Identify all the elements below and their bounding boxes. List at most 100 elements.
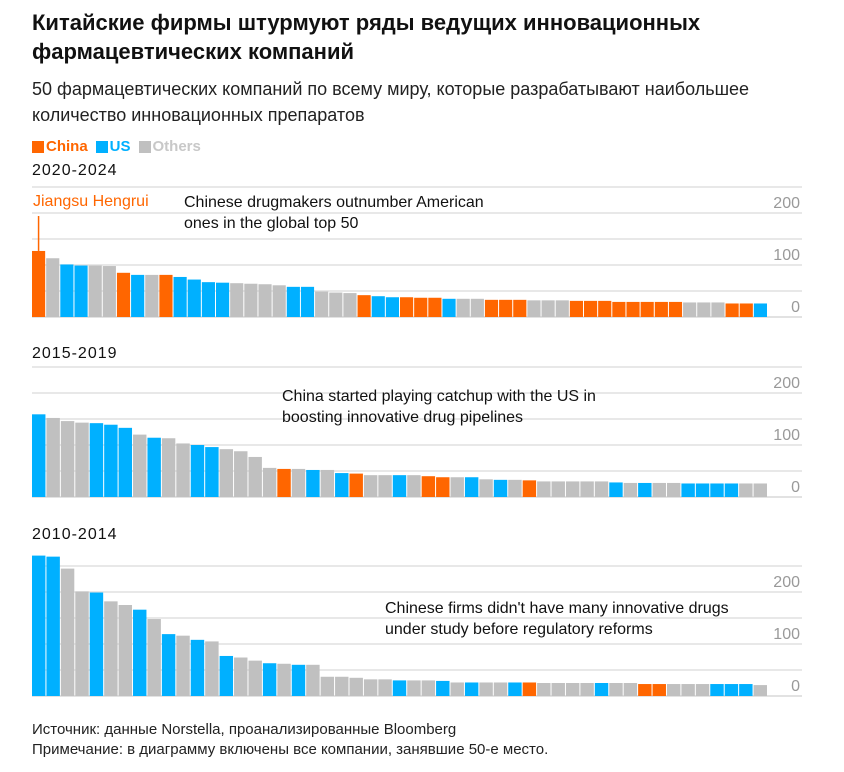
bar bbox=[640, 301, 654, 317]
bar bbox=[407, 475, 421, 497]
bar bbox=[286, 286, 300, 317]
bar bbox=[75, 422, 89, 497]
bar bbox=[739, 303, 753, 317]
bar bbox=[343, 293, 357, 317]
bar bbox=[173, 276, 187, 317]
bar bbox=[652, 684, 666, 696]
bar bbox=[392, 475, 407, 497]
bar bbox=[75, 591, 89, 696]
bar bbox=[499, 299, 513, 317]
bar bbox=[479, 479, 493, 497]
bar bbox=[32, 555, 46, 696]
annotation-2015-2019: China started playing catchup with the U… bbox=[282, 388, 596, 426]
bar bbox=[436, 477, 450, 497]
bar bbox=[442, 298, 456, 317]
bar bbox=[638, 684, 652, 696]
bar bbox=[681, 684, 695, 696]
bar bbox=[60, 264, 74, 317]
bar bbox=[219, 655, 234, 696]
y-tick-label: 200 bbox=[773, 195, 800, 212]
y-tick-label: 0 bbox=[791, 479, 800, 496]
bar bbox=[145, 274, 159, 317]
bar bbox=[378, 679, 392, 696]
bar bbox=[46, 417, 60, 497]
bar bbox=[436, 680, 450, 696]
legend-swatch-us bbox=[95, 140, 108, 153]
bar bbox=[753, 483, 767, 497]
legend-label-china: China bbox=[46, 138, 88, 155]
bar bbox=[551, 481, 565, 497]
y-tick-label: 100 bbox=[773, 427, 800, 444]
bar bbox=[89, 423, 104, 497]
bar bbox=[464, 477, 479, 497]
bar bbox=[205, 641, 219, 696]
bar bbox=[187, 279, 201, 317]
bar bbox=[147, 437, 161, 497]
bar bbox=[753, 685, 767, 696]
bar bbox=[527, 300, 541, 317]
bar bbox=[315, 291, 329, 317]
bar bbox=[652, 482, 666, 497]
legend-swatch-china bbox=[32, 140, 44, 153]
bar bbox=[88, 265, 102, 317]
bar bbox=[291, 468, 306, 497]
bar bbox=[464, 682, 479, 696]
bar bbox=[493, 682, 508, 696]
bar bbox=[697, 302, 711, 317]
bar bbox=[272, 285, 286, 317]
bar bbox=[349, 473, 363, 497]
bar bbox=[262, 467, 277, 497]
panel-title-2015-2019: 2015-2019 bbox=[32, 345, 118, 362]
bar bbox=[470, 298, 484, 317]
bar bbox=[262, 663, 277, 696]
bar bbox=[32, 414, 46, 497]
bar bbox=[385, 297, 399, 317]
bar bbox=[277, 663, 291, 696]
bar bbox=[668, 301, 683, 317]
bar bbox=[176, 635, 190, 696]
source-note: Источник: данные Norstella, проанализиро… bbox=[32, 721, 457, 738]
bar bbox=[594, 481, 609, 497]
legend-label-others: Others bbox=[152, 138, 201, 155]
bar bbox=[74, 265, 88, 317]
bar bbox=[695, 483, 710, 497]
bar bbox=[161, 634, 176, 696]
bar-chart-2010-2014: 0 100 200 bbox=[32, 555, 802, 697]
bar bbox=[258, 284, 272, 317]
bar bbox=[623, 482, 638, 497]
bar bbox=[609, 683, 623, 696]
bar bbox=[277, 468, 291, 497]
bar bbox=[363, 679, 378, 696]
bar bbox=[378, 475, 392, 497]
bar bbox=[456, 298, 470, 317]
bar bbox=[724, 684, 739, 696]
bar bbox=[248, 456, 262, 497]
bar bbox=[522, 480, 537, 497]
bar bbox=[537, 683, 551, 696]
bar bbox=[161, 438, 176, 497]
y-tick-label: 0 bbox=[791, 678, 800, 695]
bar bbox=[580, 683, 594, 696]
bar bbox=[484, 299, 499, 317]
bar bbox=[131, 274, 145, 317]
bar bbox=[479, 682, 493, 696]
bar bbox=[159, 274, 173, 317]
bar bbox=[234, 657, 248, 696]
bar bbox=[306, 469, 320, 497]
bar bbox=[300, 286, 315, 317]
footer: Источник: данные Norstella, проанализиро… bbox=[32, 720, 548, 760]
chart-title: Китайские фирмы штурмуют ряды ведущих ин… bbox=[32, 10, 701, 64]
bar bbox=[450, 682, 464, 696]
bar bbox=[725, 303, 739, 317]
bar bbox=[666, 482, 681, 497]
bar bbox=[357, 295, 371, 317]
bar bbox=[349, 677, 363, 696]
legend-item-us: US bbox=[95, 138, 131, 155]
bar bbox=[60, 421, 75, 497]
bar bbox=[306, 664, 320, 696]
bar bbox=[551, 683, 565, 696]
bar bbox=[626, 301, 640, 317]
bar bbox=[329, 292, 343, 317]
bar bbox=[537, 481, 551, 497]
panel-title-2010-2014: 2010-2014 bbox=[32, 526, 118, 543]
